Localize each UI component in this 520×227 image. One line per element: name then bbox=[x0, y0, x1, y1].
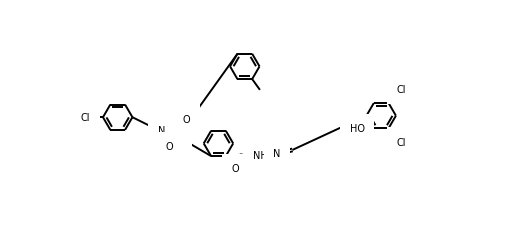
Text: Cl: Cl bbox=[396, 85, 406, 95]
Text: O: O bbox=[166, 142, 174, 152]
Text: S: S bbox=[176, 128, 182, 138]
Text: O: O bbox=[183, 114, 190, 124]
Text: N: N bbox=[274, 148, 281, 158]
Text: N: N bbox=[158, 125, 165, 135]
Text: O: O bbox=[231, 164, 239, 174]
Text: HO: HO bbox=[349, 124, 365, 134]
Text: Cl: Cl bbox=[80, 113, 90, 123]
Text: NH: NH bbox=[253, 150, 267, 160]
Text: Cl: Cl bbox=[396, 138, 406, 148]
